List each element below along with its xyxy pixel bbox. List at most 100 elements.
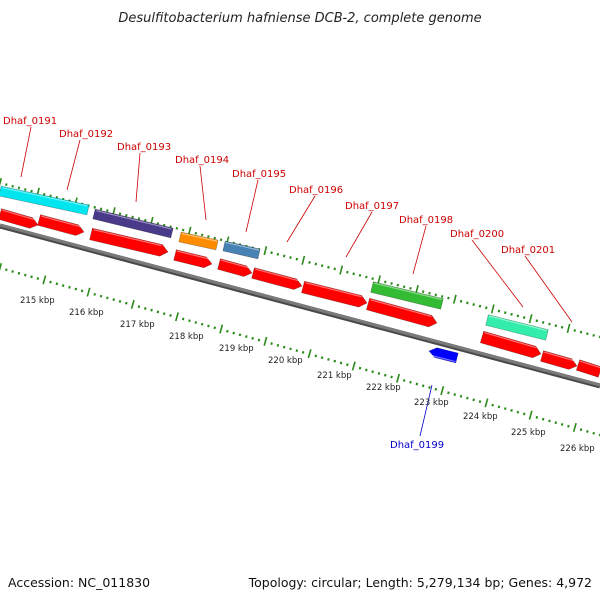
gene-label-dhaf-0191[interactable]: Dhaf_0191 <box>3 116 57 127</box>
outer-ring-minor-tick <box>383 280 387 284</box>
gene-bar-dhaf-0200[interactable] <box>485 314 549 341</box>
outer-ring-minor-tick <box>320 264 324 268</box>
inner-ring-minor-tick <box>251 336 254 340</box>
inner-ring-minor-tick <box>112 298 115 302</box>
gene-leader-line <box>245 179 259 233</box>
inner-ring-minor-tick <box>567 424 570 428</box>
outer-ring-minor-tick <box>23 188 27 191</box>
outer-ring-minor-tick <box>548 322 551 326</box>
gene-arrow-dhaf-0199[interactable] <box>428 347 459 364</box>
kbp-tick-label: 223 kbp <box>414 398 449 408</box>
inner-ring-minor-tick <box>137 305 141 309</box>
inner-ring-minor-tick <box>497 405 501 409</box>
gene-label-dhaf-0194[interactable]: Dhaf_0194 <box>175 155 229 166</box>
gene-label-dhaf-0195[interactable]: Dhaf_0195 <box>232 169 286 180</box>
outer-ring-minor-tick <box>472 303 475 306</box>
cds-arrow-1[interactable] <box>0 208 39 229</box>
inner-ring-minor-tick <box>207 324 210 328</box>
inner-ring-minor-tick <box>415 382 419 386</box>
gene-label-dhaf-0199[interactable]: Dhaf_0199 <box>390 440 444 451</box>
cds-arrow-2-shine <box>40 215 81 228</box>
genome-summary-text: Topology: circular; Length: 5,279,134 bp… <box>248 575 592 590</box>
gene-bar-dhaf-0191[interactable] <box>0 185 90 216</box>
inner-ring-minor-tick <box>150 308 153 312</box>
gene-leader-line <box>471 239 524 308</box>
inner-ring-minor-tick <box>503 407 507 411</box>
inner-ring-minor-tick <box>459 394 463 398</box>
kbp-tick-label: 225 kbp <box>511 428 546 438</box>
cds-arrow-5[interactable] <box>217 258 253 277</box>
cds-arrow-11-shine <box>579 360 600 369</box>
inner-ring-major-tick <box>351 361 356 371</box>
outer-ring-minor-tick <box>554 324 558 328</box>
inner-ring-minor-tick <box>402 379 406 382</box>
gene-bar-dhaf-0195-shine <box>225 241 260 251</box>
gene-bar-dhaf-0192-shine <box>96 210 172 230</box>
gene-label-dhaf-0200[interactable]: Dhaf_0200 <box>450 229 504 240</box>
inner-ring-minor-tick <box>23 273 27 277</box>
inner-ring-minor-tick <box>554 421 558 425</box>
outer-ring-major-tick <box>339 265 344 275</box>
gene-arrow-dhaf-0199-shine <box>430 354 456 363</box>
cds-arrow-7[interactable] <box>301 280 368 308</box>
cds-arrow-4[interactable] <box>173 249 213 269</box>
cds-arrow-4-shine <box>176 250 210 260</box>
outer-ring-minor-tick <box>510 312 513 316</box>
inner-ring-minor-tick <box>339 361 343 365</box>
inner-ring-minor-tick <box>409 380 412 384</box>
cds-arrow-10[interactable] <box>540 350 578 370</box>
outer-ring-minor-tick <box>352 272 355 276</box>
cds-arrow-8[interactable] <box>366 297 438 328</box>
outer-ring-minor-tick <box>560 325 564 329</box>
outer-ring-minor-tick <box>346 270 349 274</box>
cds-arrow-6-shine <box>254 268 299 282</box>
outer-ring-minor-tick <box>586 332 589 336</box>
inner-ring-major-tick <box>42 275 47 285</box>
gene-label-dhaf-0193[interactable]: Dhaf_0193 <box>117 142 171 153</box>
gene-leader-line <box>199 165 207 221</box>
gene-bar-dhaf-0198[interactable] <box>370 281 444 310</box>
inner-ring-minor-tick <box>270 342 273 346</box>
cds-arrow-9[interactable] <box>479 330 542 359</box>
gene-label-dhaf-0196[interactable]: Dhaf_0196 <box>289 185 343 196</box>
inner-ring-minor-tick <box>106 296 109 300</box>
outer-ring-minor-tick <box>143 218 147 222</box>
inner-ring-minor-tick <box>55 282 59 286</box>
gene-bar-dhaf-0194[interactable] <box>178 231 219 251</box>
outer-ring-minor-tick <box>358 273 362 277</box>
inner-ring-minor-tick <box>74 287 78 291</box>
outer-ring-minor-tick <box>131 215 134 219</box>
gene-bar-dhaf-0195[interactable] <box>222 240 261 260</box>
inner-ring-major-tick <box>174 312 179 322</box>
outer-ring-minor-tick <box>207 235 210 238</box>
outer-ring-minor-tick <box>181 228 185 232</box>
cds-arrow-3[interactable] <box>89 227 169 257</box>
inner-ring-minor-tick <box>93 292 97 296</box>
outer-ring-minor-tick <box>333 267 337 271</box>
gene-label-dhaf-0201[interactable]: Dhaf_0201 <box>501 245 555 256</box>
cds-arrow-6[interactable] <box>251 267 303 290</box>
cds-arrow-2[interactable] <box>37 214 85 236</box>
gene-label-dhaf-0192[interactable]: Dhaf_0192 <box>59 129 113 140</box>
kbp-tick-label: 222 kbp <box>366 383 401 393</box>
inner-ring-minor-tick <box>200 322 204 326</box>
gene-label-dhaf-0198[interactable]: Dhaf_0198 <box>399 215 453 226</box>
outer-ring-minor-tick <box>175 226 179 230</box>
inner-ring-minor-tick <box>491 403 494 407</box>
gene-bar-dhaf-0192[interactable] <box>92 208 174 239</box>
outer-ring-minor-tick <box>219 238 223 242</box>
inner-ring-minor-tick <box>365 368 368 372</box>
kbp-tick-label: 226 kbp <box>560 444 595 454</box>
kbp-tick-label: 218 kbp <box>169 332 204 342</box>
gene-label-dhaf-0197[interactable]: Dhaf_0197 <box>345 201 399 212</box>
inner-ring-minor-tick <box>118 299 122 303</box>
gene-bar-dhaf-0200-shine <box>489 315 547 332</box>
outer-ring-minor-tick <box>11 184 14 188</box>
cds-arrow-11[interactable] <box>575 359 600 378</box>
inner-ring-minor-tick <box>548 419 551 423</box>
outer-ring-minor-tick <box>125 214 128 217</box>
outer-ring-minor-tick <box>478 304 482 308</box>
inner-ring-minor-tick <box>358 366 362 370</box>
inner-ring-minor-tick <box>541 417 545 421</box>
